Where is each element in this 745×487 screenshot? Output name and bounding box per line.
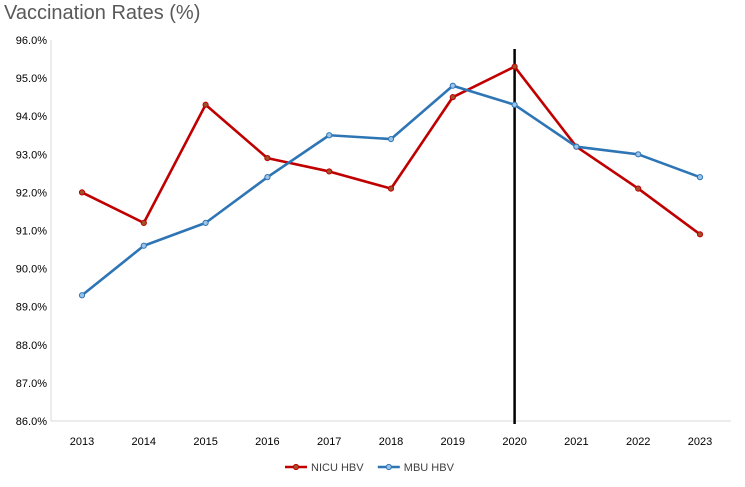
y-tick-label: 95.0% [16,73,47,85]
data-point [326,168,333,175]
y-tick-label: 88.0% [16,340,47,352]
x-tick-label: 2022 [626,436,650,448]
x-tick-label: 2018 [379,436,403,448]
series-group [78,63,704,299]
data-point [264,155,271,162]
y-tick-label: 87.0% [16,378,47,390]
y-tick-label: 91.0% [16,226,47,238]
x-tick-label: 2021 [564,436,588,448]
data-point [635,151,642,158]
series-1 [78,63,704,238]
x-tick-label: 2016 [255,436,279,448]
x-tick-label: 2014 [132,436,156,448]
legend-marker [292,463,300,471]
y-tick-label: 93.0% [16,149,47,161]
chart-title: Vaccination Rates (%) [4,2,201,24]
data-point [511,63,518,70]
data-point [387,135,395,143]
data-point [387,185,395,192]
y-tick-label: 89.0% [16,302,47,314]
legend-label: MBU HBV [404,462,455,474]
data-point [696,174,704,181]
data-point [264,174,271,181]
y-tick-label: 94.0% [16,111,47,123]
x-tick-label: 2023 [688,436,712,448]
x-tick-label: 2017 [317,436,341,448]
legend-item: MBU HBV [377,462,455,474]
series-2 [78,82,704,299]
y-tick-label: 86.0% [16,416,47,428]
data-point [511,101,518,108]
legend: NICU HBV MBU HBV [285,462,455,474]
data-point [78,292,86,299]
x-axis: 2013 2014 2015 2016 2017 2018 2019 2020 2021 2022… [51,420,731,448]
data-point [140,242,147,249]
data-point [326,132,333,139]
data-point [635,185,642,192]
x-tick-label: 2015 [193,436,217,448]
legend-marker [385,463,392,471]
x-tick-label: 2020 [502,436,526,448]
data-point [78,189,86,196]
legend-item: NICU HBV [285,462,364,474]
data-point [449,82,456,89]
y-tick-label: 96.0% [16,35,47,47]
y-tick-label: 90.0% [16,264,47,276]
data-point [202,101,209,108]
x-tick-label: 2019 [441,436,465,448]
y-axis: 86.0% 87.0% 88.0% 89.0% 90.0% 91.0% 92.0% 93.0%… [16,35,52,428]
data-point [202,219,209,226]
data-point [573,143,580,150]
data-point [449,94,456,101]
legend-label: NICU HBV [311,462,364,474]
data-point [140,219,147,226]
y-tick-label: 92.0% [16,187,47,199]
data-point [696,231,704,238]
x-tick-label: 2013 [70,436,94,448]
